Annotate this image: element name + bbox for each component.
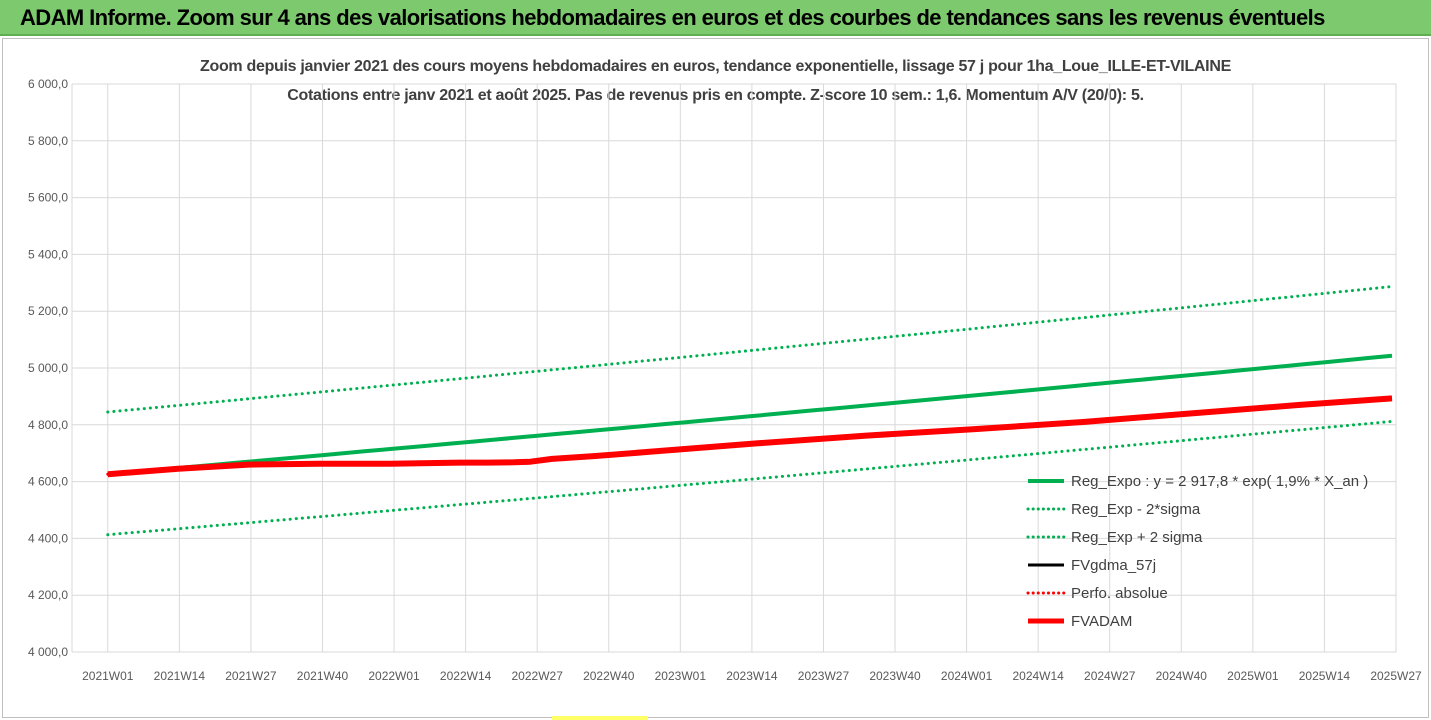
x-tick-label: 2021W27 xyxy=(225,669,277,683)
y-tick-label: 4 600,0 xyxy=(28,475,68,489)
y-tick-label: 5 200,0 xyxy=(28,304,68,318)
series-line xyxy=(107,395,1393,478)
bottom-marker xyxy=(552,716,648,720)
x-tick-label: 2022W27 xyxy=(512,669,564,683)
y-tick-label: 5 000,0 xyxy=(28,361,68,375)
x-tick-label: 2024W40 xyxy=(1156,669,1208,683)
legend-label: FVADAM xyxy=(1071,613,1132,630)
legend-label: Reg_Exp - 2*sigma xyxy=(1071,501,1201,518)
series-line xyxy=(107,353,1393,477)
y-tick-label: 4 800,0 xyxy=(28,418,68,432)
x-tick-label: 2023W27 xyxy=(798,669,850,683)
y-tick-label: 5 600,0 xyxy=(28,191,68,205)
report-banner: ADAM Informe. Zoom sur 4 ans des valoris… xyxy=(0,0,1431,36)
y-tick-label: 6 000,0 xyxy=(28,77,68,91)
y-tick-label: 4 000,0 xyxy=(28,645,68,659)
legend-label: Reg_Exp + 2 sigma xyxy=(1071,529,1203,546)
legend-label: Perfo. absolue xyxy=(1071,585,1168,602)
chart-title: Zoom depuis janvier 2021 des cours moyen… xyxy=(200,58,1231,75)
legend-label: FVgdma_57j xyxy=(1071,557,1156,574)
x-tick-label: 2023W14 xyxy=(726,669,778,683)
x-tick-label: 2024W27 xyxy=(1084,669,1136,683)
y-tick-label: 4 400,0 xyxy=(28,531,68,545)
x-tick-label: 2023W01 xyxy=(655,669,707,683)
x-tick-label: 2024W01 xyxy=(941,669,993,683)
x-tick-label: 2025W14 xyxy=(1299,669,1351,683)
x-tick-label: 2021W14 xyxy=(154,669,206,683)
x-tick-label: 2022W01 xyxy=(368,669,420,683)
x-tick-label: 2025W27 xyxy=(1370,669,1422,683)
x-tick-label: 2022W14 xyxy=(440,669,492,683)
banner-title: ADAM Informe. Zoom sur 4 ans des valoris… xyxy=(20,5,1325,30)
y-tick-label: 4 200,0 xyxy=(28,588,68,602)
x-tick-label: 2023W40 xyxy=(869,669,921,683)
x-tick-label: 2024W14 xyxy=(1012,669,1064,683)
x-tick-label: 2021W40 xyxy=(297,669,349,683)
series-line xyxy=(106,285,1394,414)
chart-frame xyxy=(2,38,1429,718)
x-tick-label: 2021W01 xyxy=(82,669,134,683)
y-tick-label: 5 400,0 xyxy=(28,247,68,261)
x-tick-label: 2025W01 xyxy=(1227,669,1279,683)
x-tick-label: 2022W40 xyxy=(583,669,635,683)
y-tick-label: 5 800,0 xyxy=(28,134,68,148)
chart-subtitle: Cotations entre janv 2021 et août 2025. … xyxy=(287,87,1144,104)
series-line xyxy=(106,419,1394,537)
legend-label: Reg_Expo : y = 2 917,8 * exp( 1,9% * X_a… xyxy=(1071,473,1368,490)
